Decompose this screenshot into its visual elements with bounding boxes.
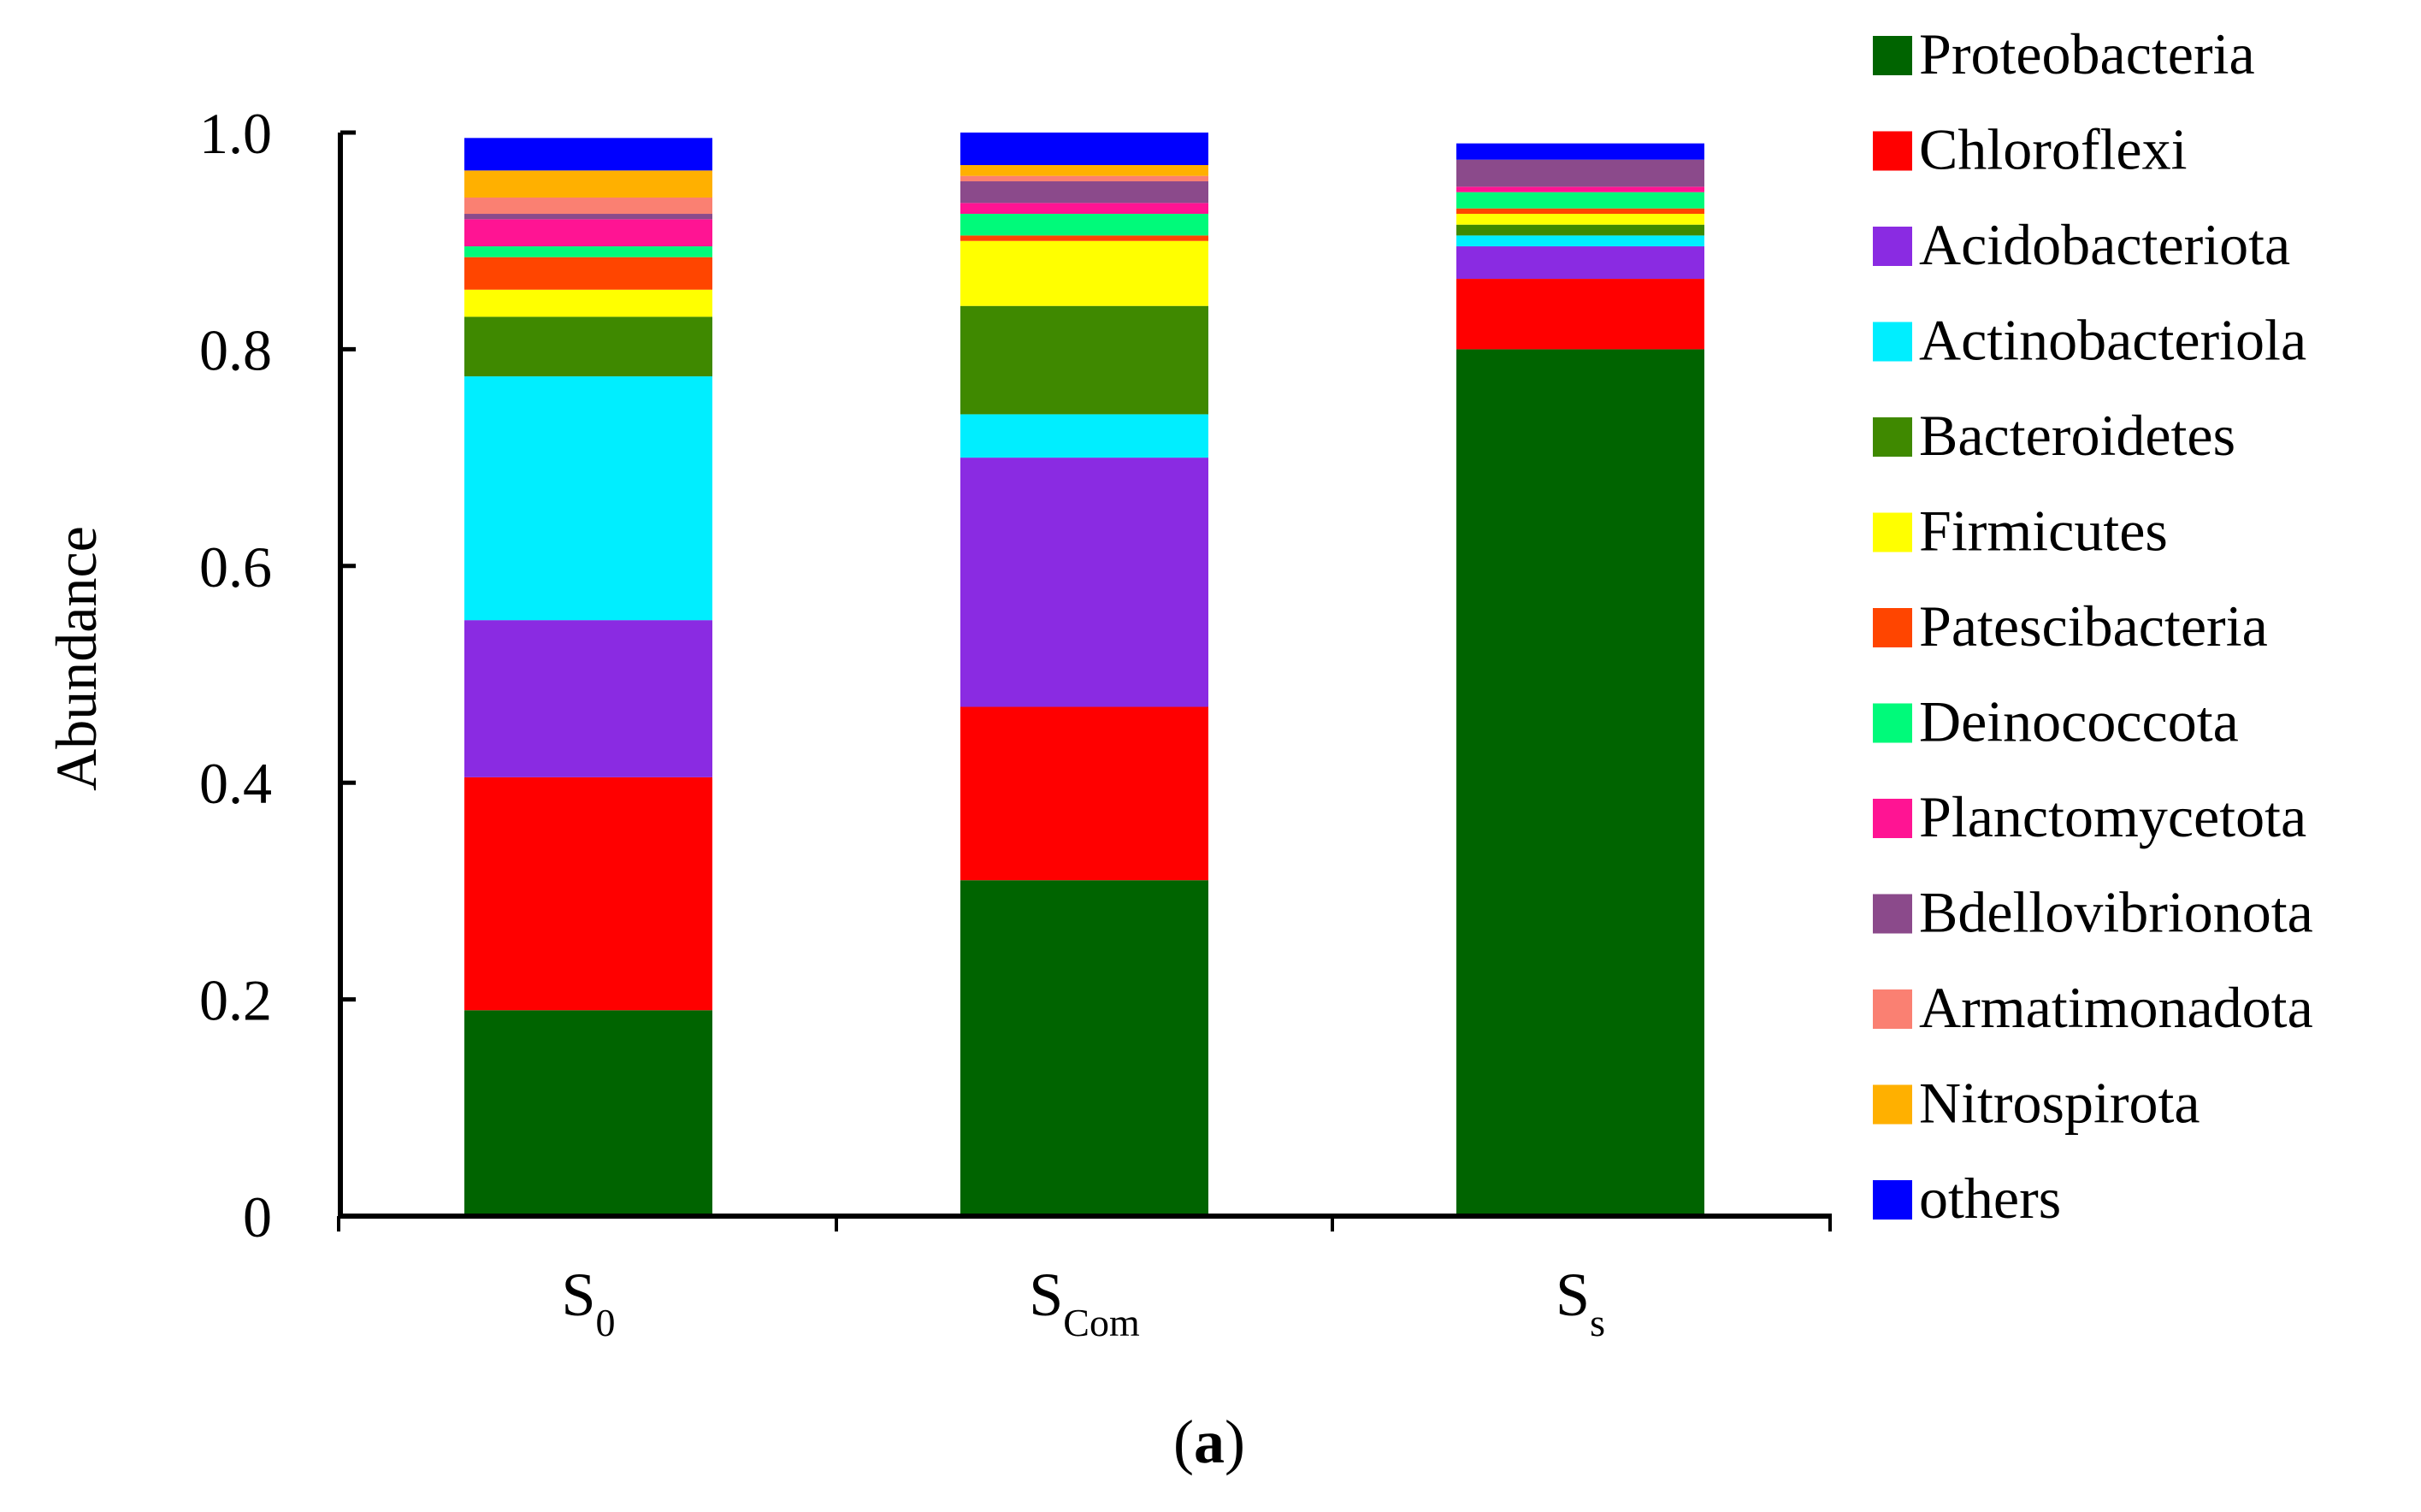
y-ticks-group: 0 0.2 0.4 0.6 0.8 1.0 (199, 101, 356, 1249)
y-tick-label: 0.4 (199, 751, 272, 816)
bars-group (464, 133, 1704, 1216)
bar-segment-deinococcota-cat-2 (1456, 192, 1704, 209)
category-subscript: 0 (596, 1301, 616, 1344)
bar-segment-armatimonadota-cat-1 (960, 175, 1208, 182)
bar-segment-bacteroidetes-cat-0 (464, 316, 712, 377)
legend: Proteobacteria Chloroflexi Acidobacteriota… (1873, 21, 2313, 1231)
bar-segment-others-cat-2 (1456, 143, 1704, 160)
legend-label: Planctomycetota (1919, 784, 2306, 849)
bar-segment-patescibacteria-cat-2 (1456, 208, 1704, 215)
bar-segment-patescibacteria-cat-0 (464, 257, 712, 290)
legend-label: Bacteroidetes (1919, 403, 2235, 468)
legend-label: Firmicutes (1919, 499, 2168, 564)
bar-segment-bdellovibrionota-cat-1 (960, 181, 1208, 204)
legend-swatch-actinobacteriola (1873, 322, 1912, 362)
legend-label: Actinobacteriola (1919, 308, 2306, 373)
legend-swatch-bdellovibrionota (1873, 894, 1912, 934)
bar-segment-actinobacteriola-cat-0 (464, 376, 712, 621)
x-category-label: Ss (1556, 1261, 1605, 1344)
legend-label: Armatimonadota (1919, 975, 2313, 1040)
bar-segment-planctomycetota-cat-1 (960, 203, 1208, 215)
bar-segment-patescibacteria-cat-1 (960, 235, 1208, 241)
legend-swatch-firmicutes (1873, 512, 1912, 552)
legend-swatch-bacteroidetes (1873, 417, 1912, 457)
category-base: S (561, 1261, 595, 1329)
x-ticks-group: S0 SCom Ss (337, 1216, 1832, 1344)
bar-segment-armatimonadota-cat-0 (464, 198, 712, 215)
bar-segment-planctomycetota-cat-0 (464, 219, 712, 247)
bar-segment-others-cat-0 (464, 138, 712, 171)
caption-letter: a (1194, 1408, 1225, 1476)
legend-swatch-planctomycetota (1873, 799, 1912, 838)
legend-swatch-armatimonadota (1873, 989, 1912, 1029)
bar-segment-nitrospirota-cat-1 (960, 165, 1208, 176)
legend-swatch-chloroflexi (1873, 131, 1912, 171)
legend-label: Chloroflexi (1919, 117, 2188, 182)
bar-segment-chloroflexi-cat-2 (1456, 279, 1704, 350)
category-base: S (1556, 1261, 1590, 1329)
legend-swatch-proteobacteria (1873, 36, 1912, 75)
bar-segment-proteobacteria-cat-0 (464, 1010, 712, 1216)
bar-segment-proteobacteria-cat-2 (1456, 349, 1704, 1216)
y-tick-label: 0.8 (199, 317, 272, 382)
bar-segment-acidobacteriota-cat-2 (1456, 246, 1704, 280)
bar-segment-deinococcota-cat-1 (960, 214, 1208, 236)
bar-segment-bacteroidetes-cat-2 (1456, 224, 1704, 236)
category-base: S (1029, 1261, 1063, 1329)
figure-caption: (a) (1173, 1408, 1245, 1476)
legend-label: Bdellovibrionota (1919, 880, 2313, 945)
axes-group (338, 133, 1832, 1219)
legend-swatch-nitrospirota (1873, 1084, 1912, 1125)
bar-segment-planctomycetota-cat-2 (1456, 186, 1704, 192)
bar-segment-proteobacteria-cat-1 (960, 880, 1208, 1216)
y-tick-label: 0.2 (199, 968, 272, 1033)
bar-segment-acidobacteriota-cat-1 (960, 458, 1208, 707)
caption-close: ) (1225, 1408, 1245, 1476)
x-category-label: S0 (561, 1261, 615, 1344)
bar-segment-acidobacteriota-cat-0 (464, 620, 712, 777)
category-subscript: s (1590, 1301, 1605, 1344)
bar-segment-firmicutes-cat-2 (1456, 214, 1704, 225)
legend-label: Proteobacteria (1919, 21, 2255, 86)
caption-open: ( (1173, 1408, 1194, 1476)
bar-segment-bacteroidetes-cat-1 (960, 305, 1208, 415)
bar-segment-firmicutes-cat-0 (464, 289, 712, 317)
bar-segment-others-cat-1 (960, 133, 1208, 166)
y-axis-title: Abundance (44, 526, 109, 791)
x-category-label: SCom (1029, 1261, 1140, 1344)
legend-swatch-acidobacteriota (1873, 227, 1912, 266)
legend-swatch-others (1873, 1180, 1912, 1220)
bar-segment-chloroflexi-cat-0 (464, 777, 712, 1011)
y-tick-label: 0 (243, 1184, 272, 1249)
y-tick-label: 1.0 (199, 101, 272, 166)
bar-segment-chloroflexi-cat-1 (960, 706, 1208, 881)
legend-swatch-deinococcota (1873, 703, 1912, 743)
y-tick-label: 0.6 (199, 535, 272, 599)
legend-label: others (1919, 1166, 2061, 1231)
bar-segment-bdellovibrionota-cat-2 (1456, 159, 1704, 187)
legend-label: Patescibacteria (1919, 594, 2268, 659)
category-subscript: Com (1063, 1301, 1140, 1344)
bar-segment-nitrospirota-cat-0 (464, 170, 712, 198)
legend-label: Nitrospirota (1919, 1071, 2200, 1136)
legend-label: Acidobacteriota (1919, 212, 2290, 277)
bar-segment-firmicutes-cat-1 (960, 240, 1208, 306)
legend-swatch-patescibacteria (1873, 608, 1912, 647)
bar-segment-bdellovibrionota-cat-0 (464, 214, 712, 220)
bar-segment-actinobacteriola-cat-1 (960, 414, 1208, 458)
legend-label: Deinococcota (1919, 689, 2239, 754)
bar-segment-actinobacteriola-cat-2 (1456, 235, 1704, 247)
bar-segment-deinococcota-cat-0 (464, 246, 712, 257)
